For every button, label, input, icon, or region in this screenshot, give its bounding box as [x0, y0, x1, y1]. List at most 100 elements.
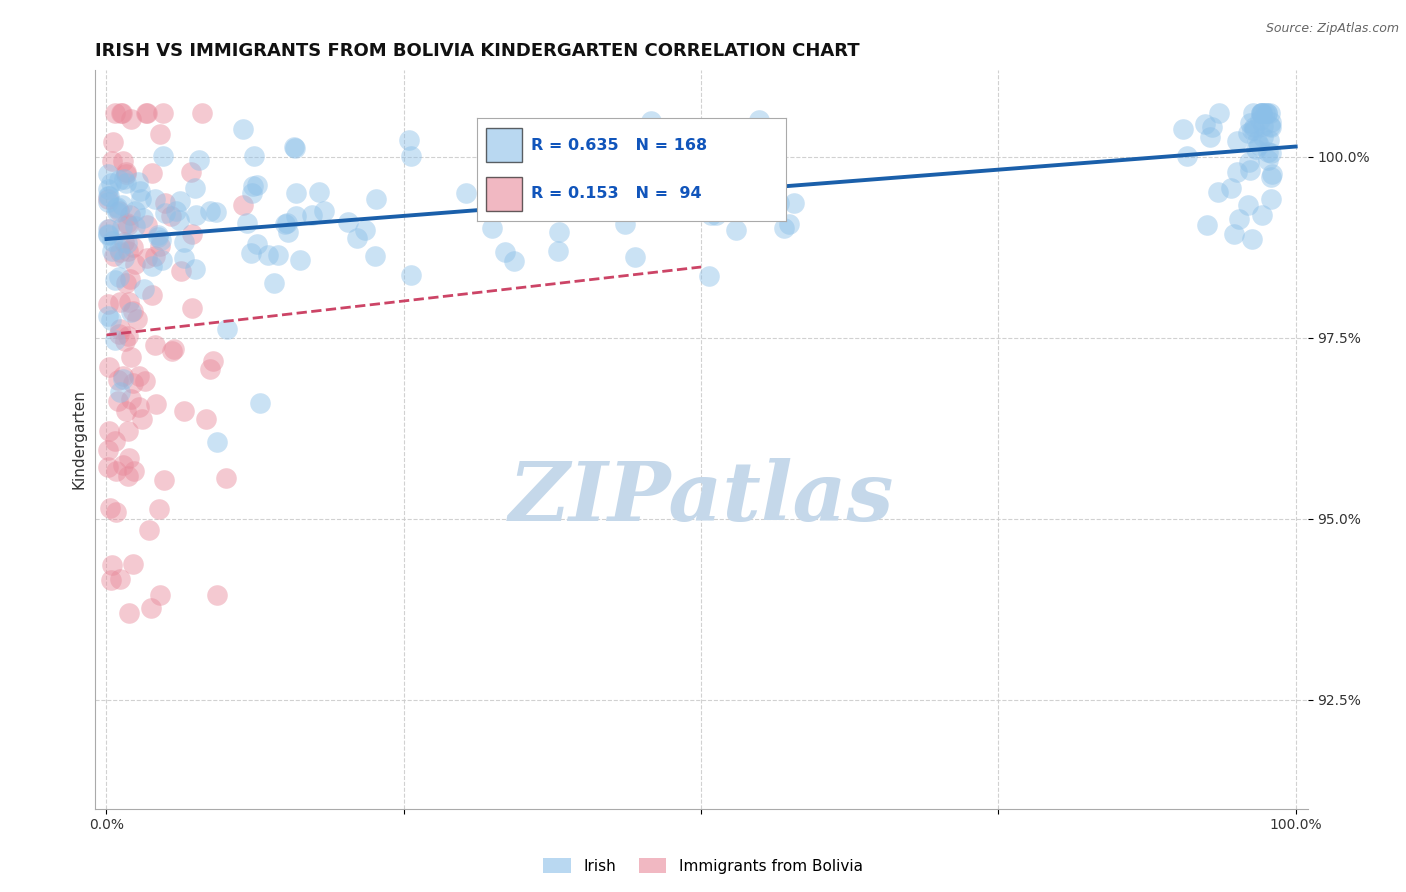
Point: [398, 133, 420, 147]
Point: [256, 247, 278, 261]
Y-axis label: Kindergarten: Kindergarten: [72, 389, 86, 489]
Point: [98, 500, 121, 515]
Point: [97, 443, 120, 458]
Point: [103, 249, 125, 263]
Point: [191, 106, 214, 120]
Point: [139, 601, 162, 615]
Point: [336, 215, 359, 229]
Point: [150, 233, 173, 247]
Point: [104, 106, 127, 120]
Point: [1237, 198, 1260, 212]
Point: [1206, 185, 1229, 199]
Point: [1198, 130, 1220, 145]
Legend: Irish, Immigrants from Bolivia: Irish, Immigrants from Bolivia: [537, 852, 869, 880]
Point: [167, 213, 190, 227]
Point: [97, 192, 120, 206]
Point: [97, 167, 120, 181]
Point: [117, 244, 139, 258]
Point: [1197, 219, 1219, 233]
Point: [153, 195, 176, 210]
Point: [97, 221, 120, 235]
Point: [285, 186, 308, 200]
Point: [782, 195, 804, 210]
Point: [115, 216, 138, 230]
Point: [112, 368, 135, 383]
Point: [104, 464, 127, 478]
Point: [138, 523, 160, 537]
Point: [399, 149, 422, 163]
Point: [112, 372, 135, 386]
Point: [97, 181, 120, 195]
Point: [1260, 145, 1282, 160]
Point: [205, 204, 228, 219]
Point: [100, 177, 122, 191]
Point: [1239, 163, 1261, 178]
Point: [122, 303, 145, 318]
Point: [1246, 134, 1268, 148]
Point: [122, 240, 145, 254]
Point: [562, 170, 585, 185]
Point: [1260, 169, 1282, 184]
Point: [145, 397, 167, 411]
Point: [124, 257, 146, 271]
Point: [107, 269, 129, 284]
Point: [108, 245, 131, 260]
Point: [131, 192, 153, 206]
Point: [111, 219, 134, 234]
Point: [117, 424, 139, 438]
Point: [1256, 106, 1278, 120]
Point: [232, 198, 254, 212]
Point: [143, 250, 166, 264]
Point: [186, 209, 208, 223]
Point: [1250, 106, 1272, 120]
Point: [232, 121, 254, 136]
Point: [263, 276, 285, 290]
Point: [128, 369, 150, 384]
Point: [198, 362, 221, 376]
Point: [198, 203, 221, 218]
Point: [207, 435, 229, 450]
Point: [724, 223, 747, 237]
Point: [503, 254, 526, 268]
Point: [364, 192, 387, 206]
Point: [118, 450, 141, 465]
Point: [284, 140, 307, 154]
Point: [111, 154, 134, 169]
Point: [1227, 211, 1250, 226]
Point: [148, 502, 170, 516]
Point: [114, 404, 136, 418]
Point: [153, 206, 176, 220]
Point: [1244, 142, 1267, 156]
Point: [125, 312, 148, 326]
Point: [1243, 123, 1265, 137]
Point: [124, 219, 146, 234]
Point: [312, 204, 335, 219]
Point: [249, 396, 271, 410]
Point: [112, 251, 135, 265]
Point: [111, 458, 134, 472]
Point: [614, 218, 637, 232]
Point: [1257, 145, 1279, 159]
Point: [180, 165, 202, 179]
Point: [288, 252, 311, 267]
Point: [173, 251, 195, 265]
Point: [97, 227, 120, 241]
Point: [118, 271, 141, 285]
Point: [274, 217, 297, 231]
Text: Source: ZipAtlas.com: Source: ZipAtlas.com: [1265, 22, 1399, 36]
Point: [1222, 227, 1244, 242]
Point: [101, 244, 124, 258]
Point: [1247, 137, 1270, 152]
Point: [1251, 130, 1274, 145]
Point: [547, 225, 569, 239]
Point: [120, 112, 142, 126]
Point: [640, 114, 662, 128]
Point: [136, 252, 159, 266]
Point: [122, 465, 145, 479]
Point: [246, 178, 269, 193]
Point: [97, 296, 120, 310]
Point: [112, 235, 135, 249]
Point: [110, 572, 132, 586]
Point: [1226, 165, 1249, 179]
Point: [120, 305, 142, 319]
